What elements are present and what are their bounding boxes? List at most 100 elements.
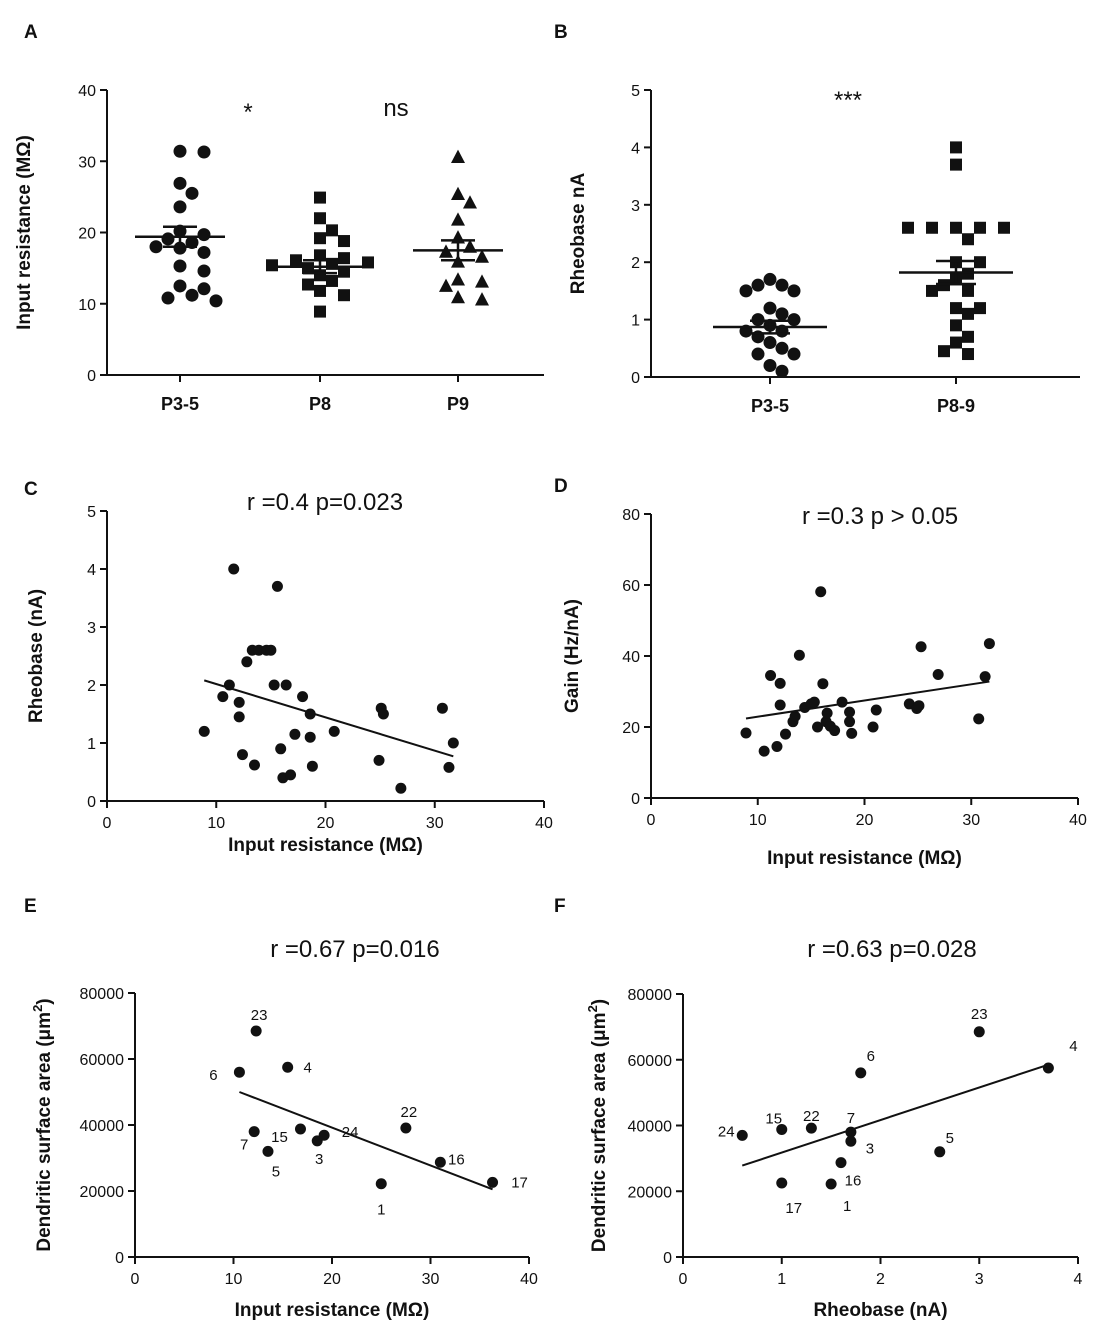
data-point [289,728,301,740]
point-label: 6 [867,1048,875,1065]
significance-label: *** [834,87,862,114]
data-point [314,191,326,204]
data-point [475,249,489,263]
category-label: P8-9 [937,396,975,416]
data-point [280,679,292,691]
category-label: P8 [309,394,331,414]
data-point [846,727,858,739]
point-label: 7 [240,1137,248,1154]
data-point [217,691,229,703]
point-label: 15 [271,1129,288,1146]
data-point [962,233,974,246]
data-point [314,284,326,297]
point-label: 22 [401,1104,418,1121]
data-point [776,1177,788,1189]
y-tick-label: 5 [87,504,96,521]
data-point [789,710,801,722]
data-point [787,313,801,327]
data-point [815,586,827,598]
data-point [395,782,407,794]
data-point [763,359,777,373]
data-point [780,728,792,740]
y-tick-label: 2 [87,678,96,695]
y-tick-label: 4 [631,140,640,157]
x-tick-label: 0 [103,815,112,832]
correlation-annotation: r =0.3 p > 0.05 [802,503,958,530]
category-label: P9 [447,394,469,414]
data-point [950,336,962,349]
data-point [318,1129,330,1141]
y-tick-label: 20000 [80,1184,125,1201]
data-point [185,186,199,200]
data-point [926,284,938,297]
data-point [314,305,326,318]
x-tick-label: 0 [679,1271,688,1288]
point-label: 4 [1069,1038,1077,1055]
data-point [817,678,829,690]
panel-d: D 0 20 40 60 80 0 10 20 30 40 Gain (Hz/nA) Input res… [554,476,1087,869]
data-point [149,240,163,254]
data-point [338,289,350,302]
data-point [774,699,786,711]
data-point [926,221,938,234]
data-point [1042,1062,1054,1074]
data-point [983,638,995,650]
x-tick-label: 40 [520,1271,538,1288]
y-tick-label: 60000 [628,1053,673,1070]
data-point [950,158,962,171]
data-point [375,1178,387,1190]
data-point [776,1123,788,1135]
x-tick-label: 10 [225,1271,243,1288]
data-point [236,749,248,761]
data-point [198,725,210,737]
data-point [979,671,991,683]
x-axis-title: Input resistance (MΩ) [767,848,962,869]
data-point [285,769,297,781]
data-point [771,741,783,753]
data-point [241,656,253,668]
data-point [774,677,786,689]
x-tick-label: 20 [323,1271,341,1288]
data-point [271,580,283,592]
data-point [338,235,350,248]
data-point [436,702,448,714]
data-point [475,292,489,306]
data-point [250,1025,262,1037]
x-tick-label: 10 [207,815,225,832]
panel-e: E 0 20000 40000 60000 80000 0 10 20 30 40 Dendritic… [24,896,538,1321]
data-point [915,641,927,653]
data-point [197,245,211,259]
point-label: 16 [448,1151,465,1168]
data-point [973,713,985,725]
data-point [835,1157,847,1169]
x-tick-label: 3 [975,1271,984,1288]
x-tick-label: 4 [1074,1271,1083,1288]
data-point [902,221,914,234]
y-tick-label: 0 [663,1250,672,1267]
y-axis-title: Dendritic surface area (μm2) [30,998,55,1251]
data-point [938,345,950,358]
data-point [297,691,309,703]
panel-letter: F [554,896,566,917]
data-point [758,745,770,757]
data-point [248,1126,260,1138]
data-point [373,754,385,766]
data-point [836,696,848,708]
x-axis-title: Rheobase (nA) [813,1300,947,1321]
regression-line [203,679,454,758]
y-tick-label: 5 [631,83,640,100]
x-tick-label: 20 [856,812,874,829]
y-tick-label: 80000 [628,987,673,1004]
data-point [302,278,314,291]
data-point [451,290,465,304]
data-point [362,256,374,269]
data-point [974,256,986,269]
y-tick-label: 3 [631,198,640,215]
y-tick-label: 10 [78,297,96,314]
x-tick-label: 30 [962,812,980,829]
data-point [451,149,465,163]
data-point [974,221,986,234]
data-point [736,1129,748,1141]
significance-label: * [243,99,252,126]
